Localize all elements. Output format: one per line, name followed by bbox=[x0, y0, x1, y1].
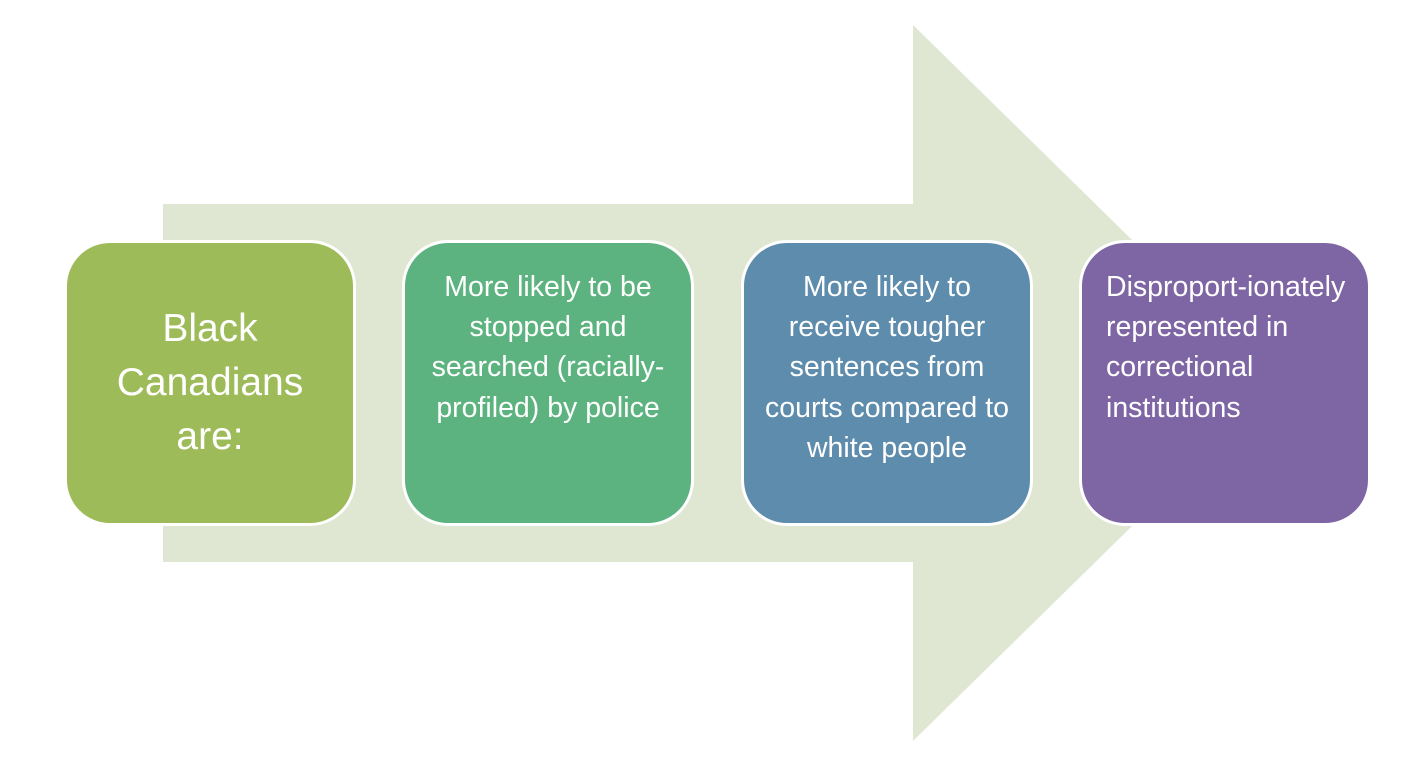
step-text-2: More likely to be stopped and searched (… bbox=[431, 271, 665, 424]
step-box-racial-profiling: More likely to be stopped and searched (… bbox=[402, 240, 694, 526]
step-text-3: More likely to receive tougher sentences… bbox=[765, 271, 1009, 464]
step-text-1: Black Canadians are: bbox=[116, 307, 304, 458]
step-text-4: Disproport-ionately represented in corre… bbox=[1106, 271, 1346, 424]
arrow-shape bbox=[163, 25, 1278, 741]
step-box-correctional-representation: Disproport-ionately represented in corre… bbox=[1079, 240, 1371, 526]
step-box-black-canadians: Black Canadians are: bbox=[64, 240, 356, 526]
step-box-tougher-sentences: More likely to receive tougher sentences… bbox=[741, 240, 1033, 526]
